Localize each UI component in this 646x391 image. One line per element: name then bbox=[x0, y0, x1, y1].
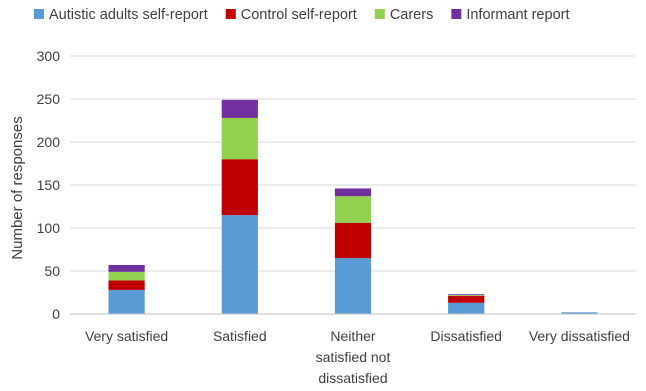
legend-label: Autistic adults self-report bbox=[49, 7, 208, 23]
gridlines bbox=[70, 55, 636, 272]
x-tick-label: Dissatisfied bbox=[430, 328, 502, 344]
bar-segment bbox=[108, 280, 145, 290]
bar-segment bbox=[334, 188, 372, 197]
y-tick-label: 300 bbox=[37, 48, 61, 64]
bar-segment bbox=[448, 295, 485, 303]
y-tick-label: 150 bbox=[37, 177, 61, 193]
bar-segment bbox=[221, 215, 258, 314]
legend-swatch bbox=[451, 9, 462, 19]
y-tick-label: 0 bbox=[52, 306, 60, 322]
bar-segment bbox=[334, 222, 372, 259]
bar-segment bbox=[108, 264, 145, 272]
bar-segment bbox=[108, 271, 145, 281]
y-tick-label: 100 bbox=[37, 220, 61, 236]
x-tick-label: Very satisfied bbox=[85, 328, 168, 344]
bar-segment bbox=[334, 196, 372, 223]
bar-segment bbox=[221, 99, 258, 118]
legend-swatch bbox=[225, 9, 236, 19]
legend-swatch bbox=[374, 9, 385, 19]
legend-label: Carers bbox=[390, 7, 434, 23]
x-tick-label: Very dissatisfied bbox=[529, 328, 630, 344]
bar-segment bbox=[221, 159, 258, 216]
bar-segment bbox=[448, 295, 485, 296]
y-tick-label: 50 bbox=[44, 263, 60, 279]
legend: Autistic adults self-report Control self-… bbox=[34, 7, 570, 23]
bar-segment bbox=[221, 117, 258, 160]
y-tick-label: 250 bbox=[37, 91, 61, 107]
bars bbox=[108, 99, 598, 314]
legend-swatch bbox=[34, 9, 44, 19]
bar-segment bbox=[561, 312, 598, 314]
bar-segment bbox=[108, 289, 145, 314]
y-tick-label: 200 bbox=[37, 134, 61, 150]
y-axis-label: Number of responses bbox=[9, 116, 26, 259]
bar-segment bbox=[448, 302, 485, 314]
x-tick-label: Neither satisfied not dissatisfied bbox=[316, 328, 391, 386]
axes: 0 50 100 150 200 250 300 Very satisfied Satisfie… bbox=[37, 48, 636, 386]
bar-segment bbox=[448, 294, 485, 296]
bar-segment bbox=[334, 258, 372, 314]
legend-label: Control self-report bbox=[241, 7, 357, 23]
x-tick-label: Satisfied bbox=[213, 328, 267, 344]
legend-label: Informant report bbox=[466, 7, 569, 23]
